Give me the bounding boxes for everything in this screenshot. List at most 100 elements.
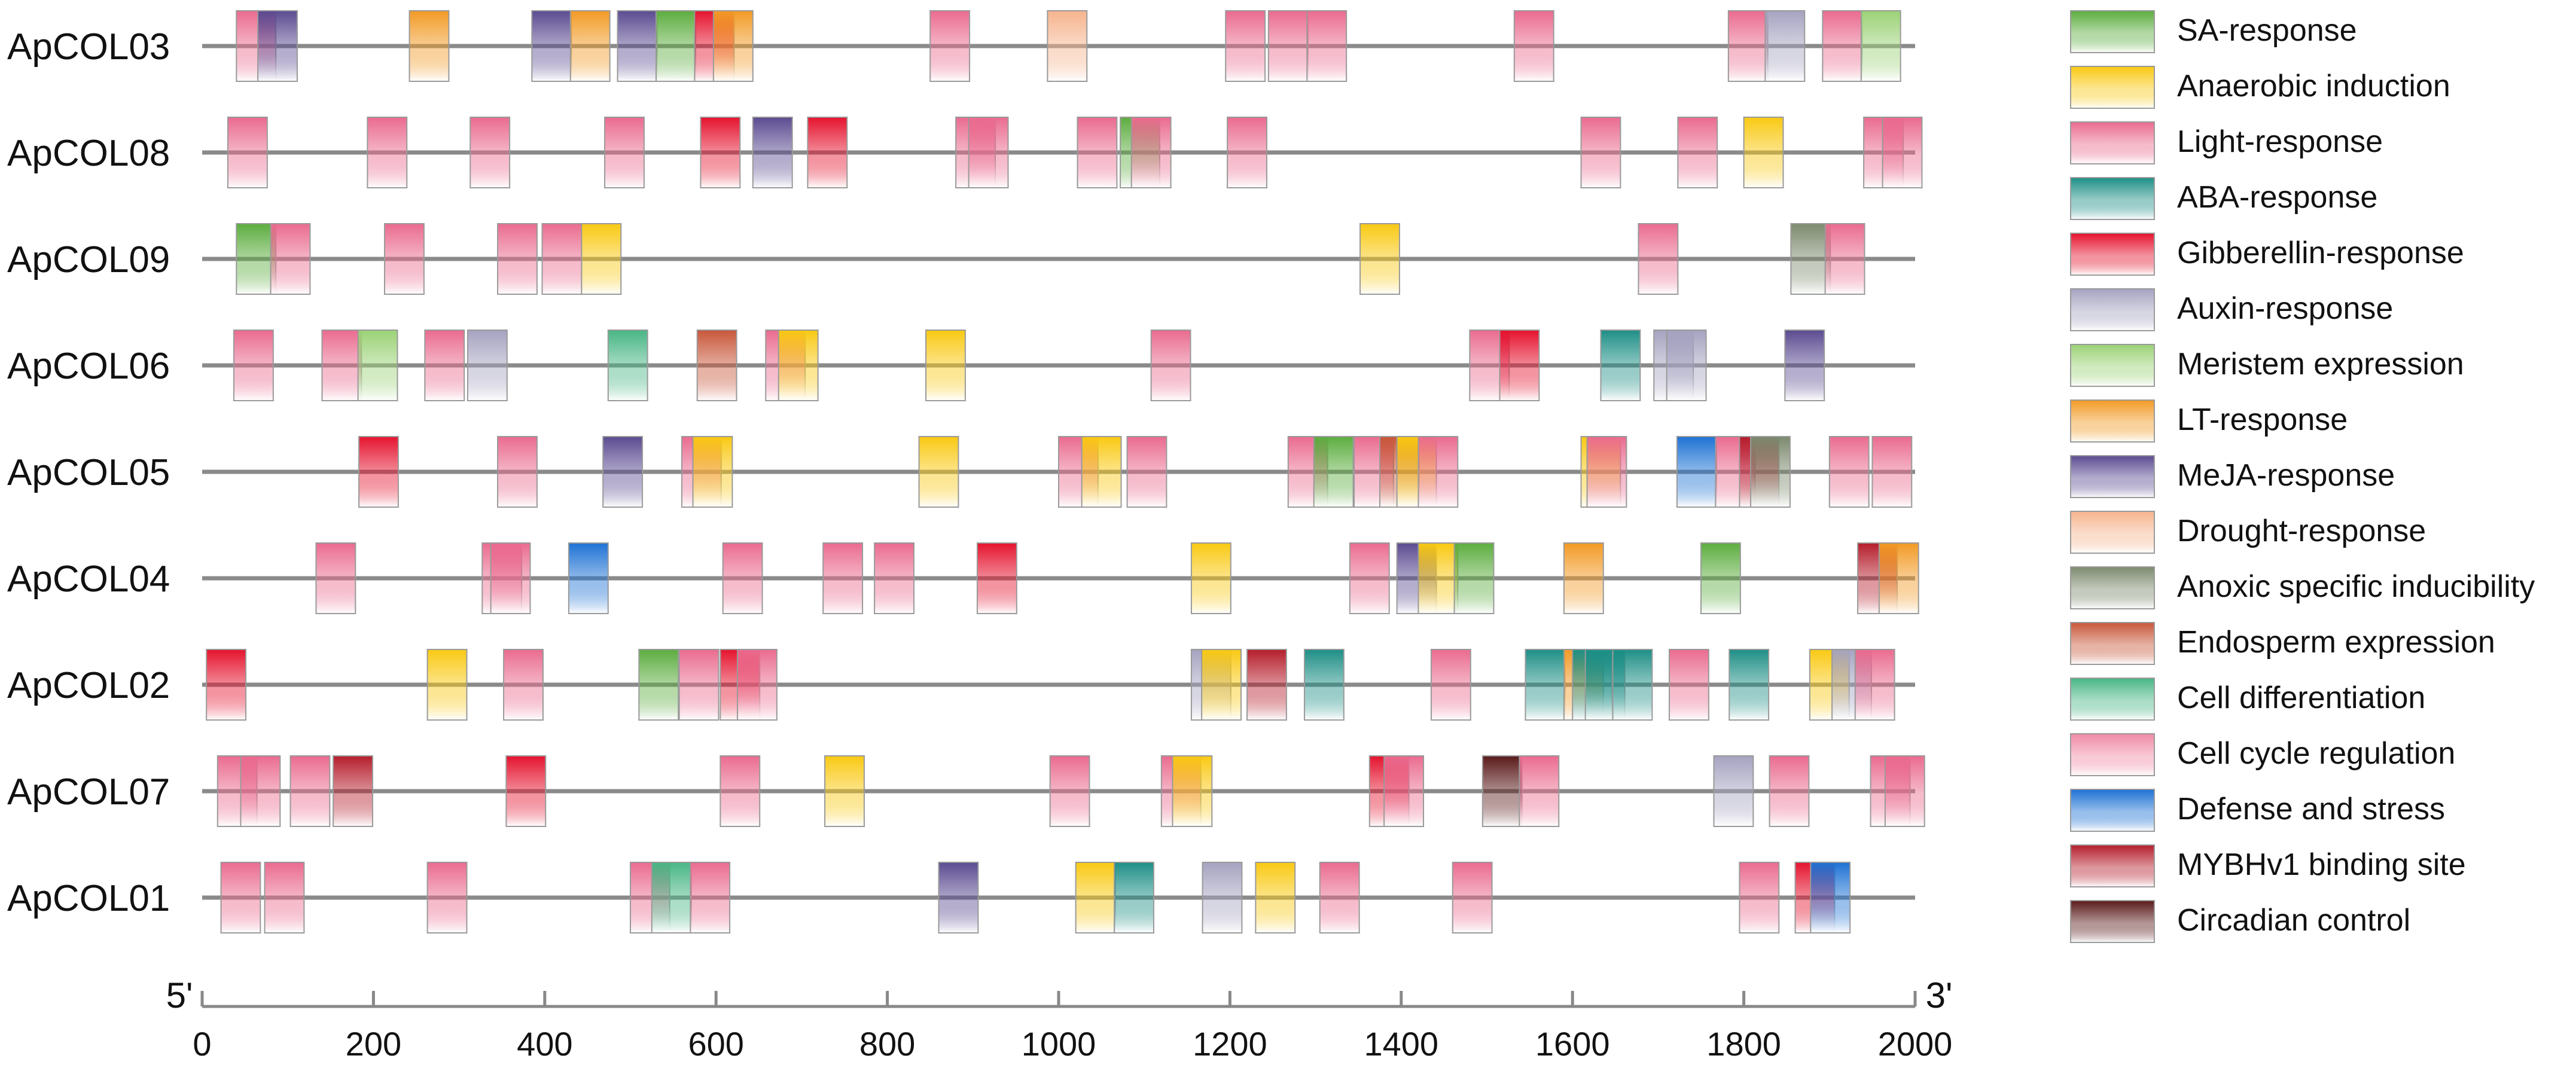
legend-swatch: [2070, 177, 2155, 220]
element-light: [270, 223, 311, 295]
legend-item-meristem: Meristem expression: [2070, 344, 2464, 387]
x-tick-label: 600: [688, 1025, 743, 1063]
gene-row-apcol08: ApCOL08: [7, 117, 1923, 188]
gene-label: ApCOL08: [7, 133, 170, 174]
element-light: [426, 862, 468, 933]
gene-row-apcol09: ApCOL09: [7, 223, 1915, 295]
legend-item-lt: LT-response: [2070, 399, 2348, 443]
element-anoxic: [1750, 436, 1791, 508]
element-drought: [1047, 10, 1088, 82]
element-anaerobic: [778, 330, 819, 401]
legend-label: Auxin-response: [2177, 291, 2393, 326]
element-anaerobic: [692, 436, 733, 508]
element-light: [1727, 10, 1769, 82]
element-light: [1586, 436, 1627, 508]
x-tick-label: 1000: [1022, 1025, 1096, 1063]
gene-label: ApCOL09: [7, 239, 170, 280]
element-lt: [569, 10, 611, 82]
element-light: [1126, 436, 1167, 508]
element-aba: [1114, 862, 1154, 933]
element-anaerobic: [1255, 862, 1296, 933]
element-meja: [752, 117, 793, 188]
legend-label: Defense and stress: [2177, 792, 2445, 826]
legend-item-endosperm: Endosperm expression: [2070, 622, 2495, 665]
element-light: [497, 436, 538, 508]
legend-label: Endosperm expression: [2177, 625, 2495, 660]
element-meja: [938, 862, 979, 933]
element-gibberellin: [505, 755, 547, 827]
element-auxin: [1202, 862, 1243, 933]
element-lt: [712, 10, 754, 82]
element-sa: [638, 649, 679, 721]
element-aba: [1728, 649, 1770, 721]
element-light: [1854, 649, 1895, 721]
legend-swatch: [2070, 233, 2155, 276]
element-aba: [1612, 649, 1653, 721]
element-defense: [1810, 862, 1851, 933]
x-tick-label: 1200: [1193, 1025, 1267, 1063]
element-light: [240, 755, 281, 827]
element-light: [1828, 436, 1870, 508]
legend-item-cellcycle: Cell cycle regulation: [2070, 733, 2455, 776]
legend-swatch: [2070, 566, 2155, 609]
element-aba: [1600, 330, 1641, 401]
legend-item-aba: ABA-response: [2070, 177, 2377, 220]
legend-item-light: Light-response: [2070, 121, 2383, 164]
element-light: [874, 542, 914, 614]
element-meja: [1784, 330, 1825, 401]
legend-label: Light-response: [2177, 124, 2383, 159]
element-auxin: [467, 330, 508, 401]
element-light: [1130, 117, 1172, 188]
element-light: [1580, 117, 1621, 188]
legend-item-auxin: Auxin-response: [2070, 288, 2393, 331]
element-light: [1882, 117, 1923, 188]
legend-item-mybhv1: MYBHv1 binding site: [2070, 844, 2466, 887]
element-anaerobic: [925, 330, 966, 401]
legend-swatch: [2070, 511, 2155, 554]
element-light: [929, 10, 971, 82]
legend: SA-response Anaerobic induction Light-resp…: [2070, 10, 2535, 943]
element-light: [1227, 117, 1267, 188]
element-light: [1824, 223, 1865, 295]
element-gibberellin: [976, 542, 1017, 614]
element-defense: [568, 542, 609, 614]
element-anaerobic: [581, 223, 622, 295]
element-light: [1677, 117, 1718, 188]
element-gibberellin: [1499, 330, 1540, 401]
gene-row-apcol05: ApCOL05: [7, 436, 1915, 508]
element-light: [233, 330, 274, 401]
element-circadian: [1481, 755, 1523, 827]
element-sa: [1453, 542, 1495, 614]
element-anaerobic: [1743, 117, 1784, 188]
legend-label: Drought-response: [2177, 514, 2426, 548]
legend-swatch: [2070, 288, 2155, 331]
legend-swatch: [2070, 622, 2155, 665]
element-light: [384, 223, 425, 295]
element-light: [968, 117, 1009, 188]
element-lt: [1878, 542, 1919, 614]
legend-item-drought: Drought-response: [2070, 511, 2426, 554]
gene-label: ApCOL07: [7, 771, 170, 813]
gene-label: ApCOL02: [7, 665, 170, 706]
element-light: [264, 862, 305, 933]
element-anaerobic: [824, 755, 865, 827]
element-anaerobic: [1172, 755, 1213, 827]
gene-row-apcol07: ApCOL07: [7, 755, 1925, 827]
element-light: [1077, 117, 1118, 188]
element-light: [321, 330, 362, 401]
element-light: [1049, 755, 1090, 827]
element-light: [497, 223, 538, 295]
x-tick-label: 2000: [1878, 1025, 1953, 1063]
element-light: [1225, 10, 1266, 82]
element-meja: [257, 10, 298, 82]
legend-item-anoxic: Anoxic specific inducibility: [2070, 566, 2535, 609]
x-tick-label: 800: [859, 1025, 915, 1063]
element-light: [220, 862, 261, 933]
element-sa: [236, 223, 277, 295]
gene-row-apcol06: ApCOL06: [7, 330, 1915, 401]
element-meristem: [1860, 10, 1901, 82]
element-celldiff: [651, 862, 692, 933]
x-tick-label: 200: [346, 1025, 401, 1063]
element-meja: [602, 436, 644, 508]
